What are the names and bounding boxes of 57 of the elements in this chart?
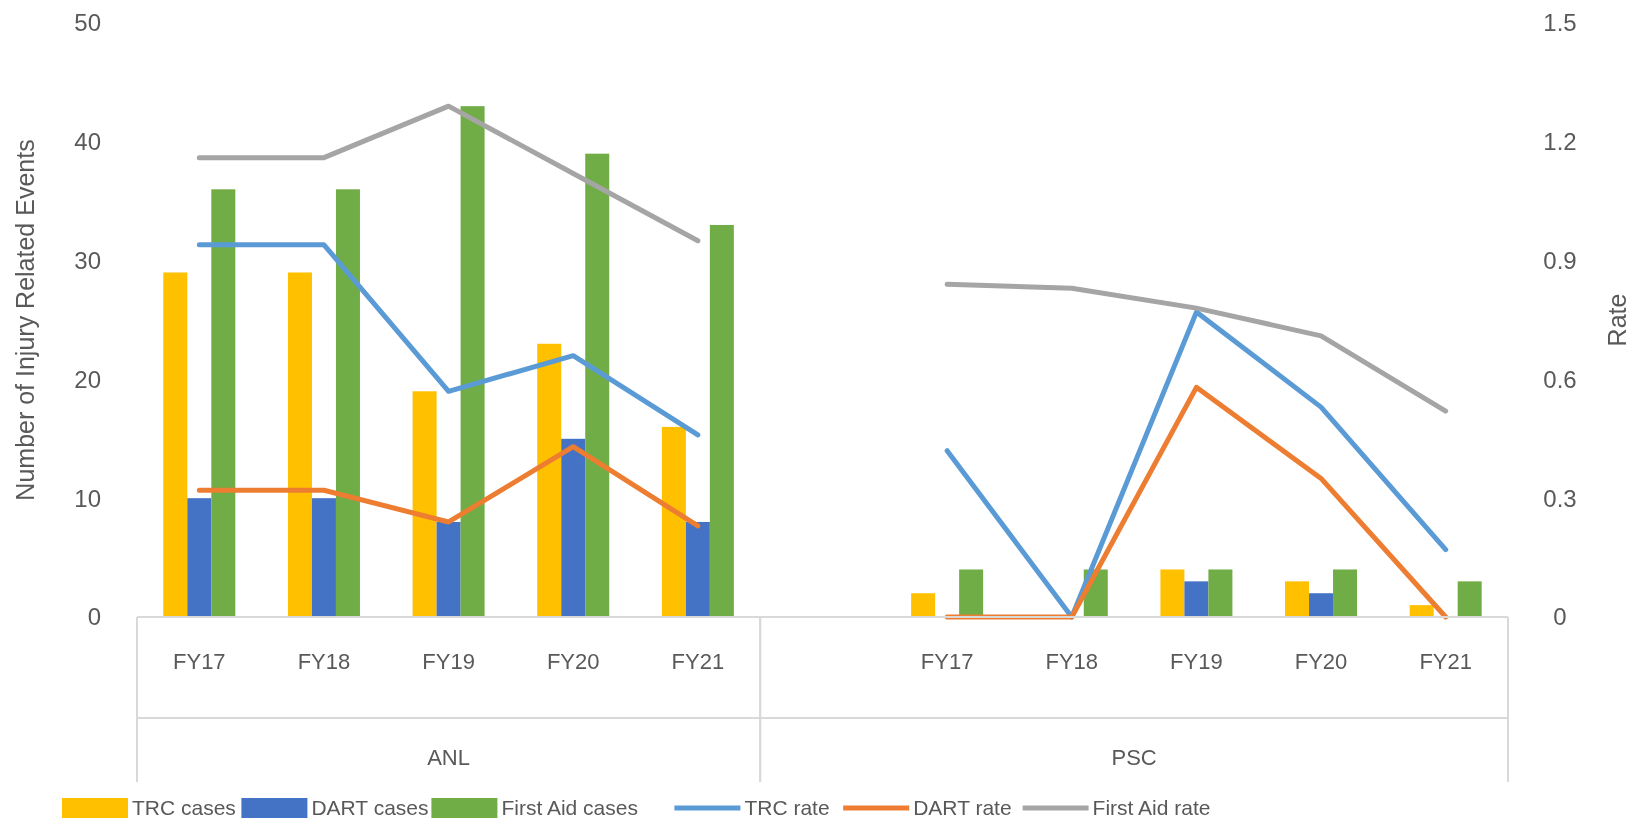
- y2-axis-title: Rate: [1603, 293, 1631, 347]
- bar: [335, 189, 360, 617]
- bar: [561, 438, 586, 617]
- x-tick-label: FY18: [1045, 648, 1099, 674]
- bar: [585, 153, 610, 617]
- legend-label: TRC rate: [744, 796, 830, 820]
- bar: [460, 106, 485, 617]
- x-tick-label: FY17: [173, 648, 226, 674]
- x-tick-label: FY17: [920, 648, 974, 674]
- bar: [1333, 569, 1358, 617]
- bar: [661, 426, 686, 617]
- y-tick-label: 30: [74, 247, 101, 274]
- x-tick-label: FY20: [1294, 648, 1348, 674]
- x-tick-label: FY19: [422, 648, 475, 674]
- bar: [436, 521, 461, 617]
- y-tick-label: 40: [74, 128, 101, 156]
- y-tick-label: 50: [74, 9, 101, 37]
- x-tick-label: FY21: [1419, 648, 1472, 674]
- x-tick-label: FY19: [1170, 648, 1223, 674]
- x-tick-label: FY18: [297, 648, 351, 674]
- bar: [211, 189, 236, 617]
- bar: [959, 569, 984, 617]
- bar: [1160, 569, 1185, 617]
- legend-label: DART cases: [311, 796, 429, 820]
- y-tick-label: 20: [74, 365, 101, 393]
- bar: [1285, 581, 1310, 617]
- bar: [1457, 581, 1482, 617]
- bar: [1184, 581, 1209, 617]
- bar: [187, 498, 212, 617]
- legend-label: TRC cases: [132, 796, 236, 820]
- bar: [1208, 569, 1233, 617]
- x-tick-label: FY21: [671, 648, 725, 674]
- bar: [163, 272, 188, 617]
- bar: [1409, 605, 1434, 617]
- x-tick-label: FY20: [546, 648, 600, 674]
- text: PSC: [1111, 744, 1157, 770]
- y2-tick-label: 0.6: [1543, 365, 1577, 393]
- y-tick-label: 10: [74, 484, 101, 512]
- text: ANL: [427, 744, 470, 770]
- legend-label: First Aid cases: [501, 796, 638, 820]
- bar: [287, 272, 312, 617]
- y2-tick-label: 0.3: [1543, 484, 1577, 512]
- y2-tick-label: 1.5: [1543, 9, 1577, 37]
- y2-tick-label: 0.9: [1543, 247, 1577, 274]
- y2-tick-label: 0: [1553, 603, 1567, 631]
- bar: [311, 498, 336, 617]
- bar: [412, 391, 437, 617]
- bar: [685, 521, 710, 617]
- y2-tick-label: 1.2: [1543, 128, 1577, 156]
- y-axis-title: Number of Injury Related Events: [11, 139, 39, 501]
- legend-label: First Aid rate: [1092, 796, 1211, 820]
- bar: [537, 343, 562, 617]
- bar: [709, 224, 734, 617]
- y-tick-label: 0: [87, 603, 101, 631]
- bar: [911, 593, 936, 617]
- legend-label: DART rate: [913, 796, 1012, 820]
- bar: [1309, 593, 1334, 617]
